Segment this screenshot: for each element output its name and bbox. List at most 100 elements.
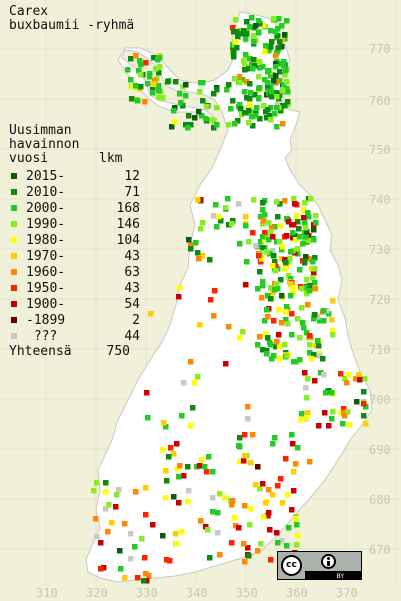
observation-square — [249, 114, 255, 120]
observation-square — [286, 525, 292, 531]
observation-square — [294, 213, 300, 219]
observation-square — [118, 566, 124, 572]
observation-square — [295, 533, 301, 539]
legend-swatch — [11, 333, 17, 339]
observation-square — [253, 23, 259, 29]
observation-square — [274, 281, 280, 287]
attribution-icon — [321, 554, 336, 569]
y-label: 670 — [369, 543, 391, 557]
observation-square — [285, 321, 291, 327]
observation-square — [176, 294, 182, 300]
observation-square — [312, 378, 318, 384]
observation-square — [203, 116, 209, 122]
observation-square — [304, 285, 310, 291]
observation-square — [259, 295, 265, 301]
observation-square — [238, 106, 244, 112]
observation-square — [144, 390, 150, 396]
observation-square — [168, 445, 174, 451]
observation-square — [251, 39, 257, 45]
observation-square — [273, 264, 279, 270]
observation-square — [163, 468, 169, 474]
observation-square — [275, 214, 281, 220]
observation-square — [265, 335, 271, 341]
observation-square — [103, 480, 109, 486]
observation-square — [93, 516, 99, 522]
observation-square — [321, 308, 327, 314]
observation-square — [146, 573, 152, 579]
observation-square — [212, 288, 218, 294]
observation-square — [237, 241, 243, 247]
observation-square — [242, 432, 248, 438]
observation-square — [268, 28, 274, 34]
observation-square — [270, 441, 276, 447]
observation-square — [267, 113, 273, 119]
observation-square — [263, 43, 269, 49]
observation-square — [287, 256, 293, 262]
observation-square — [282, 198, 288, 204]
observation-square — [268, 557, 274, 563]
observation-square — [296, 226, 302, 232]
observation-square — [312, 255, 318, 261]
observation-square — [147, 74, 153, 80]
legend-count: 71 — [124, 185, 140, 200]
observation-square — [260, 283, 266, 289]
observation-square — [321, 372, 327, 378]
observation-square — [151, 81, 157, 87]
observation-square — [277, 92, 283, 98]
x-label: 310 — [36, 586, 58, 600]
observation-square — [106, 502, 112, 508]
observation-square — [363, 404, 369, 410]
observation-square — [277, 78, 283, 84]
observation-square — [295, 445, 301, 451]
observation-square — [267, 340, 273, 346]
observation-square — [303, 385, 309, 391]
observation-square — [306, 214, 312, 220]
observation-square — [357, 377, 363, 383]
observation-square — [260, 221, 266, 227]
observation-square — [243, 214, 249, 220]
observation-square — [284, 79, 290, 85]
observation-square — [313, 220, 319, 226]
observation-square — [150, 87, 156, 93]
observation-square — [260, 347, 266, 353]
observation-square — [243, 282, 249, 288]
cc-by-license-badge[interactable]: cc BY — [277, 551, 362, 580]
observation-square — [288, 249, 294, 255]
observation-square — [268, 44, 274, 50]
observation-square — [200, 220, 206, 226]
observation-square — [272, 224, 278, 230]
observation-square — [136, 68, 142, 74]
x-label: 360 — [286, 586, 308, 600]
observation-square — [306, 233, 312, 239]
y-label: 730 — [369, 243, 391, 257]
observation-square — [188, 242, 194, 248]
observation-square — [105, 529, 111, 535]
observation-square — [163, 424, 169, 430]
observation-square — [243, 223, 249, 229]
observation-square — [242, 67, 248, 73]
observation-square — [181, 473, 187, 479]
observation-square — [94, 534, 100, 540]
observation-square — [231, 50, 237, 56]
observation-square — [186, 488, 192, 494]
observation-square — [298, 417, 304, 423]
observation-square — [329, 317, 335, 323]
observation-square — [180, 103, 186, 109]
observation-square — [261, 23, 267, 29]
observation-square — [243, 52, 249, 58]
observation-square — [141, 578, 147, 584]
observation-square — [286, 259, 292, 265]
observation-square — [247, 522, 253, 528]
observation-square — [251, 33, 257, 39]
observation-square — [279, 293, 285, 299]
observation-square — [196, 109, 202, 115]
observation-square — [322, 410, 328, 416]
observation-square — [207, 257, 213, 263]
observation-square — [228, 106, 234, 112]
observation-square — [256, 96, 262, 102]
observation-square — [275, 483, 281, 489]
observation-square — [264, 249, 270, 255]
observation-square — [265, 513, 271, 519]
observation-square — [197, 89, 203, 95]
observation-square — [288, 293, 294, 299]
